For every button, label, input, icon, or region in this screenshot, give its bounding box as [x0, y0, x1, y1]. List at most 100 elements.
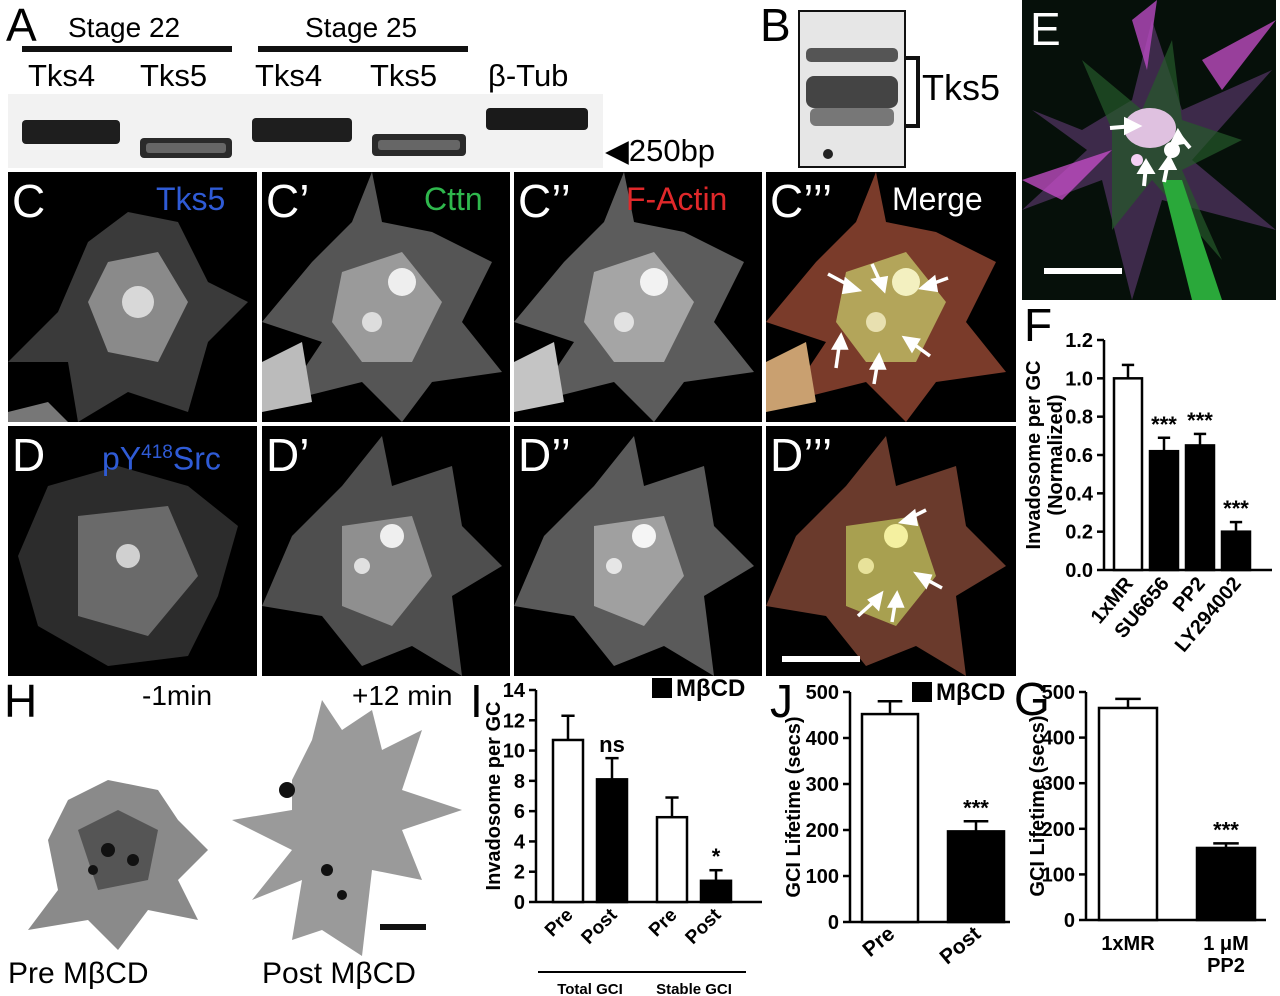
- gel-image: [8, 94, 603, 168]
- panel-c2-factin-image: [514, 172, 762, 422]
- panel-c-tks5-label: Tks5: [156, 181, 226, 217]
- lane-label-tks5-b: Tks5: [370, 58, 438, 93]
- bar-i: [655, 815, 689, 904]
- panel-b-label: Tks5: [922, 67, 1001, 108]
- stage-22-bar: [22, 46, 232, 52]
- y-tick-label-g: 0: [1064, 910, 1075, 932]
- y-axis-label-f: Invadosome per GC(Normalized): [1023, 361, 1067, 550]
- panel-letter-d3: D’’’: [770, 429, 833, 481]
- x-tick-label-j: Pre: [858, 922, 899, 961]
- bar-g: [1195, 846, 1257, 922]
- legend-swatch-i: [652, 678, 672, 698]
- panel-d-psrc-image: [8, 426, 257, 676]
- x-tick-label-g: 1xMR: [1101, 933, 1155, 955]
- panel-h-time-post: +12 min: [352, 680, 453, 711]
- bar-f: [1220, 530, 1252, 572]
- panel-c3-merge-label: Merge: [892, 181, 983, 217]
- y-tick-label-i: 8: [514, 771, 525, 793]
- panel-h-pre-image: [8, 720, 228, 956]
- psrc-label-prefix: pY: [102, 440, 142, 477]
- y-tick-label-f: 0.0: [1065, 560, 1093, 582]
- x-tick-label-g: PP2: [1207, 955, 1245, 977]
- chart-g: 0 100 200 300 400 500 GCI Lifetime (secs) 1xMR *…: [1027, 682, 1266, 977]
- western-blot: [798, 10, 906, 168]
- x-tick-label-i: Post: [682, 904, 726, 948]
- panel-letter-c: C: [12, 175, 46, 227]
- x-tick-label-g: 1 μM: [1203, 933, 1249, 955]
- bar-i: [551, 738, 585, 904]
- panel-letter-d1: D’: [266, 429, 310, 481]
- significance-label-i: *: [712, 844, 721, 869]
- significance-label-i: ns: [599, 732, 625, 757]
- panel-d2-image: [514, 426, 762, 676]
- y-axis-label-i: Invadosome per GC: [483, 702, 505, 891]
- bar-f: [1184, 444, 1216, 572]
- panel-letter-b: B: [760, 0, 791, 51]
- y-tick-label-f: 0.4: [1065, 483, 1094, 505]
- panel-d-psrc-label: pY418Src: [102, 436, 221, 476]
- y-tick-label-i: 10: [503, 741, 525, 763]
- tks5-bracket: [906, 56, 920, 128]
- y-tick-label-i: 14: [503, 680, 526, 702]
- psrc-label-sup: 418: [141, 442, 173, 463]
- legend-label-i: MβCD: [676, 676, 745, 702]
- x-tick-label-j: Post: [936, 922, 986, 969]
- significance-label-f: ***: [1151, 412, 1177, 437]
- y-tick-label-j: 0: [828, 912, 839, 934]
- panel-d1-image: [262, 426, 510, 676]
- y-axis-label-g: GCI Lifetime (secs): [1027, 715, 1049, 896]
- bar-g: [1097, 706, 1159, 922]
- y-tick-label-g: 300: [1042, 773, 1075, 795]
- y-tick-label-f: 0.8: [1065, 407, 1093, 429]
- y-tick-label-i: 0: [514, 892, 525, 914]
- stage-22-label: Stage 22: [68, 12, 181, 43]
- panel-c2-factin-label: F-Actin: [626, 181, 728, 217]
- panel-d3-merge-image: [766, 426, 1016, 676]
- panel-letter-f: F: [1024, 299, 1053, 351]
- panel-letter-d: D: [12, 429, 46, 481]
- panel-h-post-image: [232, 700, 472, 956]
- y-tick-label-j: 100: [806, 866, 839, 888]
- panel-letter-c3: C’’’: [770, 175, 833, 227]
- panel-letter-c1: C’: [266, 175, 310, 227]
- significance-label-f: ***: [1187, 408, 1213, 433]
- panel-h-caption-post: Post MβCD: [262, 957, 416, 990]
- y-tick-label-f: 0.6: [1065, 445, 1093, 467]
- panel-h-time-pre: -1min: [142, 680, 213, 711]
- panel-c3-merge-image: [766, 172, 1016, 422]
- y-axis-label-j: GCI Lifetime (secs): [783, 716, 805, 897]
- panel-letter-h: H: [4, 675, 38, 727]
- y-tick-label-j: 500: [806, 682, 839, 704]
- lane-label-beta-tub: β-Tub: [488, 58, 569, 93]
- panel-letter-a: A: [6, 0, 37, 51]
- lane-label-tks4-b: Tks4: [255, 58, 323, 93]
- panel-h-caption-pre: Pre MβCD: [8, 957, 149, 990]
- bar-j: [860, 712, 920, 924]
- legend-swatch-j: [912, 682, 932, 702]
- panel-letter-d2: D’’: [518, 429, 571, 481]
- size-marker-250bp: ◀250bp: [605, 133, 716, 168]
- panel-letter-j: J: [770, 675, 793, 727]
- bar-i: [595, 778, 629, 904]
- x-tick-label-i: Pre: [645, 905, 682, 942]
- y-tick-label-i: 4: [514, 831, 526, 853]
- group-label-i: Total GCI: [557, 981, 623, 994]
- panel-c-tks5-image: [8, 172, 257, 422]
- y-tick-label-g: 400: [1042, 728, 1075, 750]
- y-tick-label-f: 0.2: [1065, 522, 1093, 544]
- y-tick-label-f: 1.2: [1065, 330, 1093, 352]
- lane-label-tks5-a: Tks5: [140, 58, 208, 93]
- y-tick-label-g: 500: [1042, 682, 1075, 704]
- panel-letter-c2: C’’: [518, 175, 571, 227]
- bar-i: [699, 879, 733, 904]
- y-tick-label-j: 400: [806, 728, 839, 750]
- y-axis-label-line: (Normalized): [1045, 394, 1067, 515]
- y-tick-label-j: 200: [806, 820, 839, 842]
- y-tick-label-j: 300: [806, 774, 839, 796]
- y-tick-label-g: 200: [1042, 819, 1075, 841]
- bar-f: [1112, 377, 1144, 572]
- significance-label-j: ***: [963, 795, 989, 820]
- y-tick-label-f: 1.0: [1065, 368, 1093, 390]
